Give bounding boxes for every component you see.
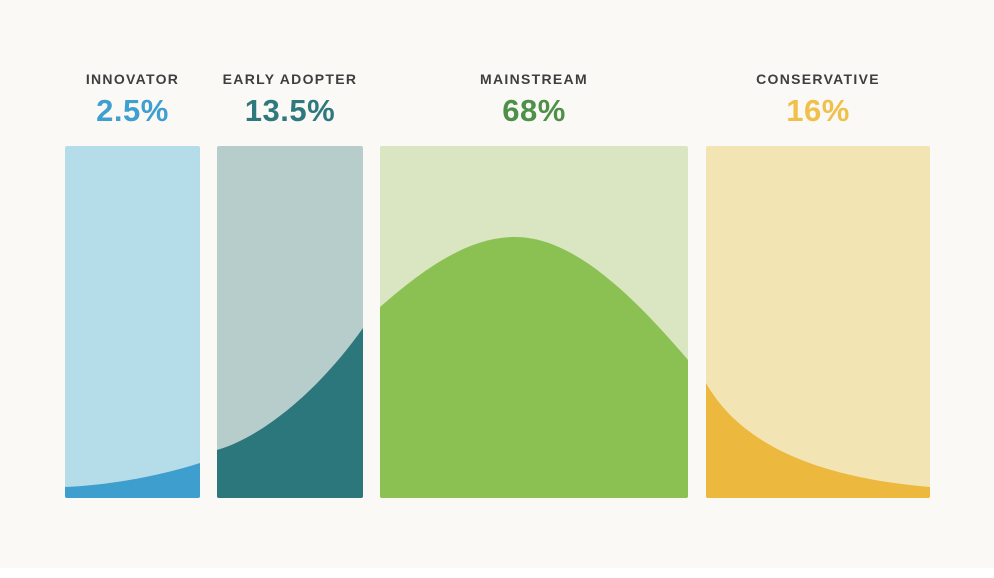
segment-mainstream: MAINSTREAM 68% — [380, 0, 688, 568]
segment-panel — [217, 146, 363, 498]
segment-early-adopter: EARLY ADOPTER 13.5% — [217, 0, 363, 568]
innovator-curve-svg — [65, 146, 200, 498]
segment-panel — [65, 146, 200, 498]
mainstream-curve-svg — [380, 146, 688, 498]
segment-panel — [706, 146, 930, 498]
bell-curve-area — [706, 383, 930, 498]
panel-background — [65, 146, 200, 498]
bell-curve-area — [65, 463, 200, 498]
segment-label: MAINSTREAM — [480, 71, 588, 87]
bell-curve-area — [380, 237, 688, 498]
segment-panel — [380, 146, 688, 498]
segment-label: CONSERVATIVE — [756, 71, 880, 87]
segment-value: 68% — [502, 93, 566, 128]
segment-label: EARLY ADOPTER — [222, 71, 358, 87]
segment-innovator: INNOVATOR 2.5% — [65, 0, 200, 568]
segment-conservative: CONSERVATIVE 16% — [706, 0, 930, 568]
conservative-curve-svg — [706, 146, 930, 498]
segment-value: 16% — [786, 93, 850, 128]
bell-curve-area — [217, 328, 363, 498]
segment-value: 13.5% — [244, 93, 336, 128]
segment-label: INNOVATOR — [85, 71, 180, 87]
segment-value: 2.5% — [96, 93, 169, 128]
early-adopter-curve-svg — [217, 146, 363, 498]
